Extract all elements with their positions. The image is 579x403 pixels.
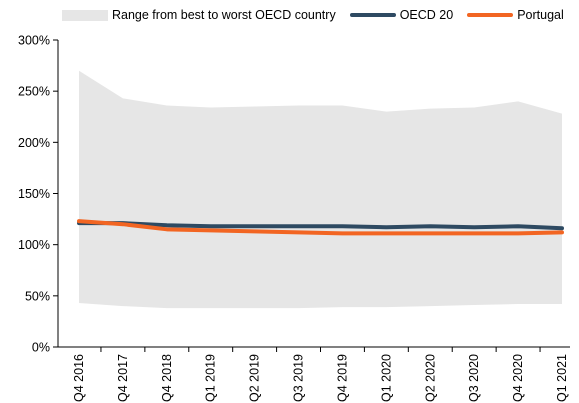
y-tick-label: 100% bbox=[18, 238, 50, 252]
x-tick-label: Q3 2020 bbox=[467, 354, 481, 402]
y-tick-label: 200% bbox=[18, 136, 50, 150]
x-tick-label: Q4 2016 bbox=[72, 354, 86, 402]
x-tick-label: Q3 2019 bbox=[292, 354, 306, 402]
series-line-portugal bbox=[77, 219, 564, 236]
legend-swatch-oecd bbox=[349, 13, 396, 17]
x-tick-label: Q1 2020 bbox=[379, 354, 393, 402]
range-band-layer bbox=[79, 70, 562, 309]
legend-label-portugal: Portugal bbox=[517, 8, 564, 22]
legend-label-oecd: OECD 20 bbox=[399, 8, 454, 22]
y-tick-label: 50% bbox=[25, 289, 50, 303]
x-tick-labels: Q4 2016 Q4 2017 Q4 2018 Q1 2019 Q2 2019 Q3 20… bbox=[72, 354, 569, 402]
x-tick-label: Q4 2018 bbox=[160, 354, 174, 402]
y-tick-label: 150% bbox=[18, 187, 50, 201]
y-tick-labels: 0% 50% 100% 150% 200% 250% 300% bbox=[18, 34, 50, 355]
range-band-area bbox=[79, 70, 562, 309]
legend-label-range: Range from best to worst OECD country bbox=[112, 8, 336, 22]
legend-swatch-portugal bbox=[467, 13, 514, 17]
y-tick-label: 250% bbox=[18, 85, 50, 99]
axes bbox=[53, 39, 570, 352]
x-tick-label: Q2 2019 bbox=[248, 354, 262, 402]
y-tick-label: 300% bbox=[18, 34, 50, 48]
y-tick-label: 0% bbox=[32, 341, 50, 355]
series-line-oecd-20 bbox=[77, 221, 564, 231]
x-tick-label: Q4 2020 bbox=[511, 354, 525, 402]
legend-item-portugal: Portugal bbox=[467, 8, 564, 22]
legend-swatch-range bbox=[62, 9, 108, 21]
x-tick-label: Q1 2021 bbox=[555, 354, 569, 402]
x-tick-label: Q4 2017 bbox=[116, 354, 130, 402]
series-lines bbox=[77, 219, 564, 236]
x-tick-label: Q2 2020 bbox=[423, 354, 437, 402]
legend: Range from best to worst OECD country OE… bbox=[62, 8, 572, 22]
x-tick-label: Q1 2019 bbox=[204, 354, 218, 402]
legend-item-oecd: OECD 20 bbox=[349, 8, 454, 22]
x-tick-label: Q4 2019 bbox=[335, 354, 349, 402]
legend-item-range: Range from best to worst OECD country bbox=[62, 8, 336, 22]
